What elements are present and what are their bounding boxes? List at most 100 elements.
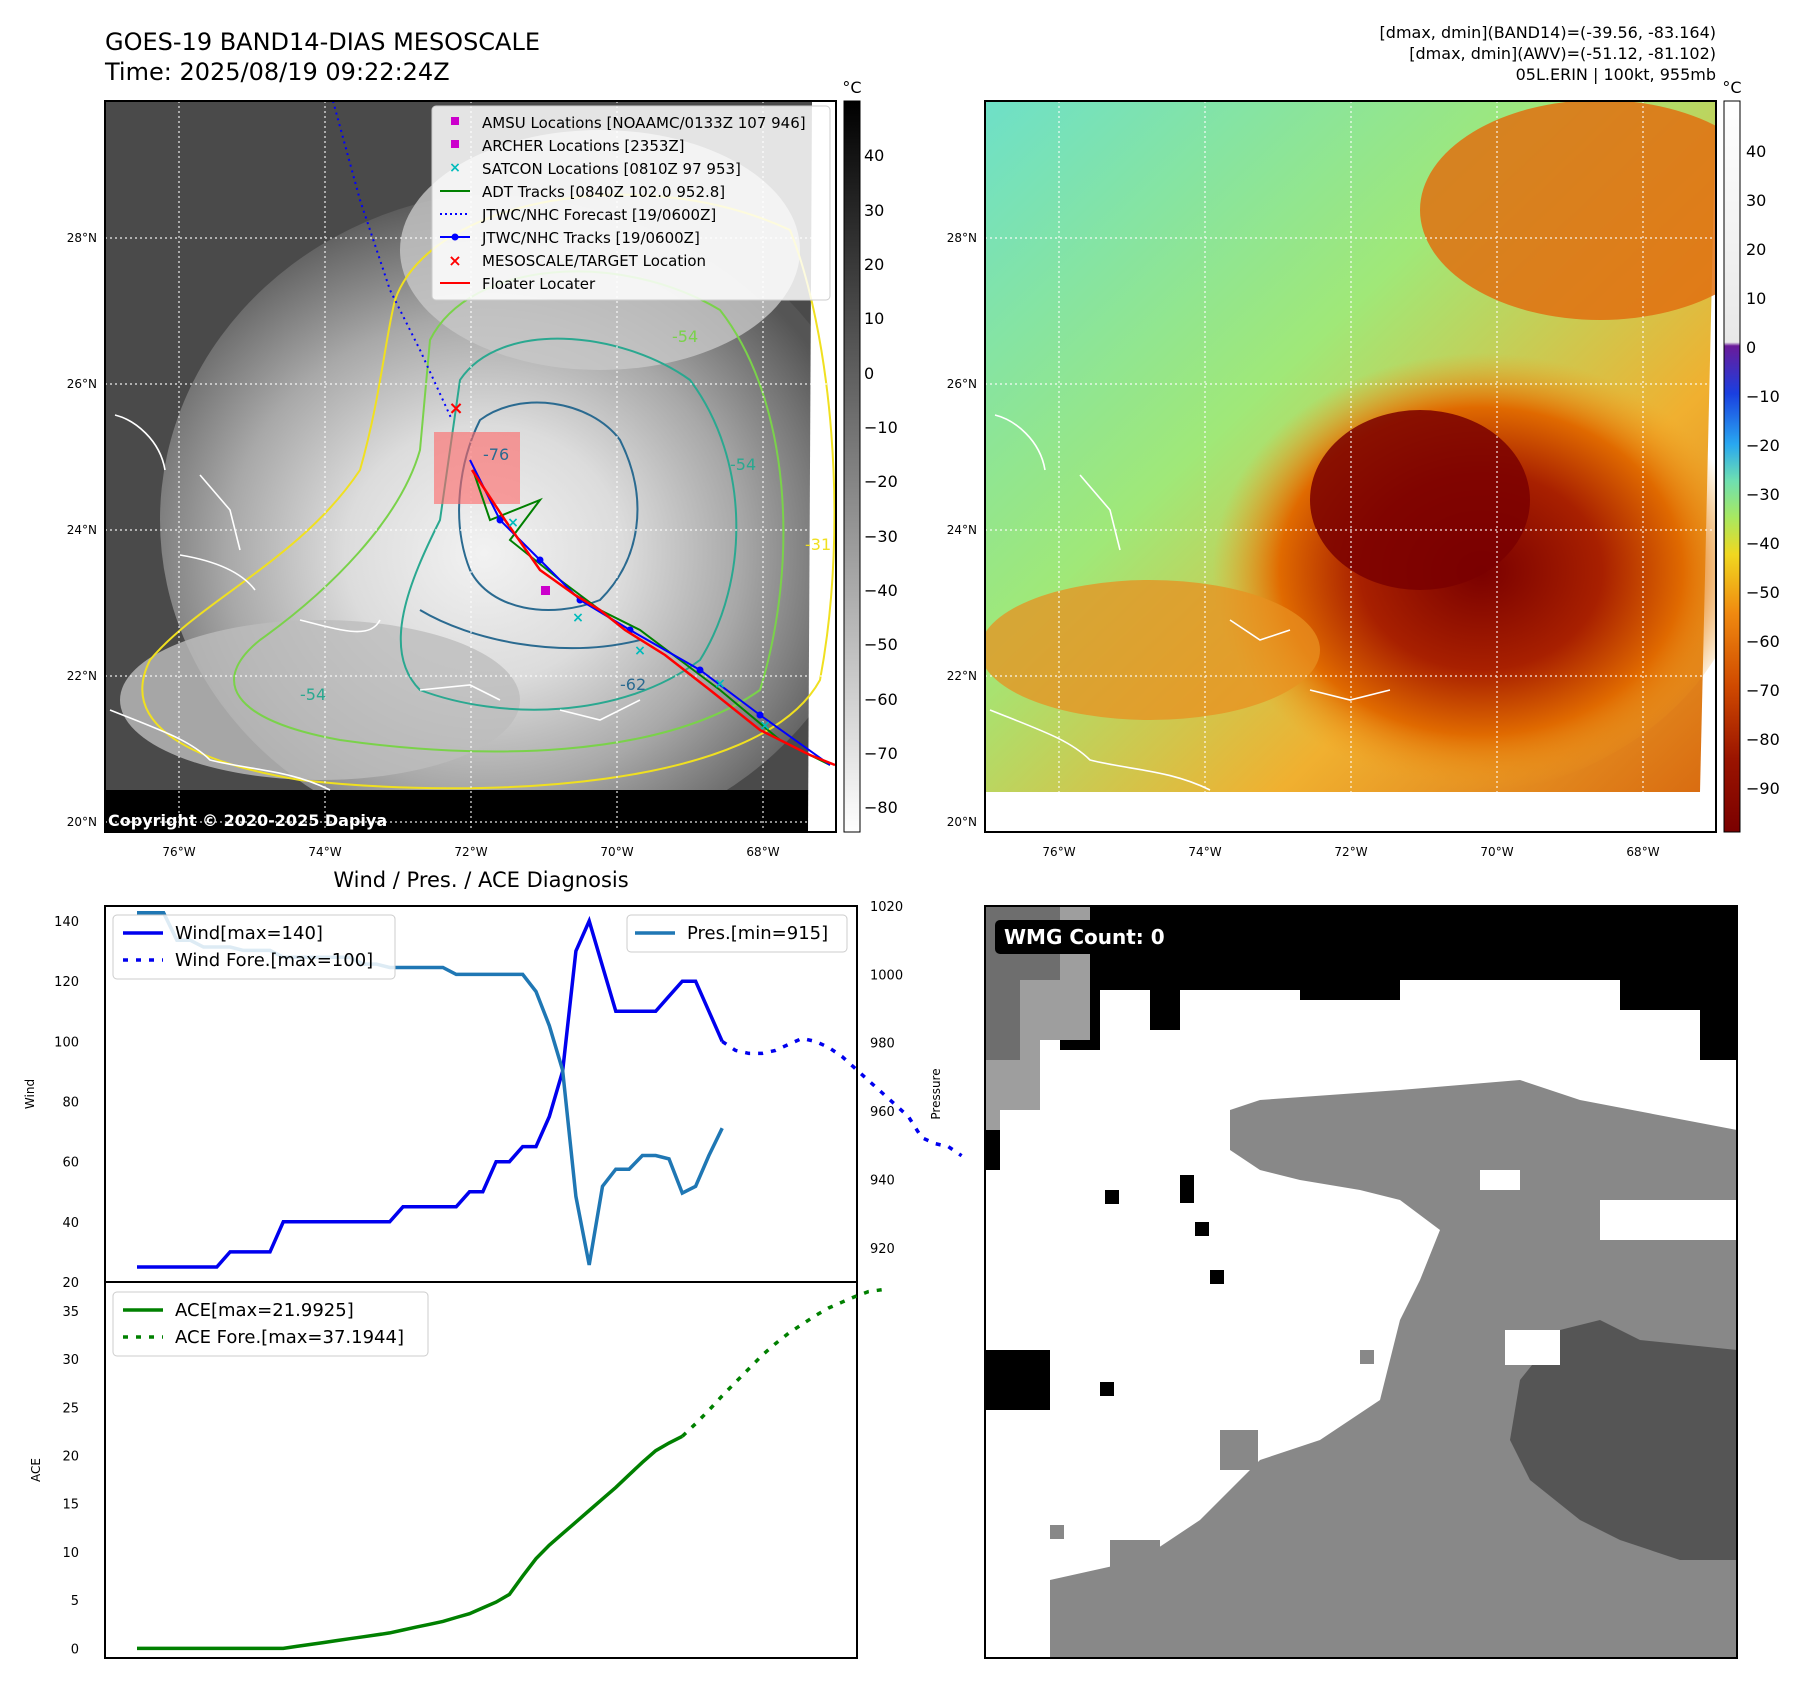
svg-text:22°N: 22°N <box>67 669 97 683</box>
wind-y-tick-6: 140 <box>54 915 79 930</box>
ace-y-tick-7: 35 <box>62 1305 79 1320</box>
svg-text:22°N: 22°N <box>947 669 977 683</box>
pressure-y-tick-4: 1000 <box>870 968 903 983</box>
wmg-count-label: WMG Count: 0 <box>1004 925 1165 949</box>
contour-labels: -76 -54 -54 -54 -31 -62 <box>300 327 831 704</box>
pressure-y-tick-1: 940 <box>870 1174 895 1189</box>
awv-lat-ticks: 28°N 26°N 24°N 22°N 20°N <box>947 231 977 829</box>
wind-pressure-chart: Wind / Pres. / ACE Diagnosis 20 40 60 80 100… <box>23 868 963 1291</box>
svg-text:×: × <box>714 676 726 692</box>
svg-text:−20: −20 <box>864 472 898 491</box>
svg-text:24°N: 24°N <box>947 523 977 537</box>
svg-text:68°W: 68°W <box>1626 845 1659 859</box>
ir-lon-ticks: 76°W 74°W 72°W 70°W 68°W <box>162 845 779 859</box>
ace-chart: 0 5 10 15 20 25 30 35 ACE ACE[max=21.9925] ACE … <box>29 1281 883 1659</box>
svg-text:−30: −30 <box>864 527 898 546</box>
ir-colorbar: °C 40 30 20 10 0 −10 −20 −30 −40 −50 −60… <box>842 78 898 833</box>
svg-text:−80: −80 <box>1746 730 1780 749</box>
svg-text:-31: -31 <box>805 535 831 554</box>
wind-y-ticks: 20 40 60 80 100 120 140 <box>54 915 79 1291</box>
legend-ace-forecast: ACE Fore.[max=37.1944] <box>175 1327 404 1348</box>
svg-text:24°N: 24°N <box>67 523 97 537</box>
ir-colorbar-unit: °C <box>842 78 861 97</box>
svg-text:74°W: 74°W <box>308 845 341 859</box>
svg-text:72°W: 72°W <box>454 845 487 859</box>
legend-marker-satcon: × <box>449 160 461 176</box>
svg-text:30: 30 <box>1746 191 1766 210</box>
svg-text:−80: −80 <box>864 798 898 817</box>
wind-y-tick-3: 80 <box>62 1096 79 1111</box>
legend-item-satcon: SATCON Locations [0810Z 97 953] <box>482 160 741 178</box>
floater-track <box>470 469 836 767</box>
awv-colorbar-unit: °C <box>1722 78 1741 97</box>
legend-item-adt: ADT Tracks [0840Z 102.0 952.8] <box>482 183 725 201</box>
svg-text:-54: -54 <box>300 685 326 704</box>
stats-line-2: [dmax, dmin](AWV)=(-51.12, -81.102) <box>1409 44 1716 63</box>
legend-marker-amsu <box>451 117 459 125</box>
pressure-y-tick-2: 960 <box>870 1105 895 1120</box>
target-marker: × <box>448 398 463 419</box>
legend-marker-archer <box>451 140 459 148</box>
svg-text:×: × <box>634 643 646 659</box>
svg-text:30: 30 <box>864 201 884 220</box>
svg-text:40: 40 <box>864 146 884 165</box>
svg-text:76°W: 76°W <box>162 845 195 859</box>
svg-text:-54: -54 <box>672 327 698 346</box>
svg-text:×: × <box>507 515 519 531</box>
svg-text:26°N: 26°N <box>67 377 97 391</box>
svg-text:70°W: 70°W <box>600 845 633 859</box>
svg-text:−50: −50 <box>1746 583 1780 602</box>
archer-marker <box>541 586 550 595</box>
svg-text:−40: −40 <box>1746 534 1780 553</box>
svg-text:40: 40 <box>1746 142 1766 161</box>
ir-colorbar-ticks: 40 30 20 10 0 −10 −20 −30 −40 −50 −60 −7… <box>864 146 898 817</box>
figure-title: GOES-19 BAND14-DIAS MESOSCALE <box>105 28 540 56</box>
svg-text:−30: −30 <box>1746 485 1780 504</box>
pressure-y-ticks: 920 940 960 980 1000 1020 <box>870 900 903 1257</box>
awv-lon-ticks: 76°W 74°W 72°W 70°W 68°W <box>1042 845 1659 859</box>
legend-marker-target: × <box>448 251 461 270</box>
legend-item-jtwc: JTWC/NHC Tracks [19/0600Z] <box>481 229 700 247</box>
svg-text:26°N: 26°N <box>947 377 977 391</box>
ace-y-tick-1: 5 <box>71 1594 79 1609</box>
svg-text:0: 0 <box>864 364 874 383</box>
svg-text:−60: −60 <box>864 690 898 709</box>
svg-text:−60: −60 <box>1746 632 1780 651</box>
wind-y-tick-1: 40 <box>62 1216 79 1231</box>
svg-text:-76: -76 <box>483 445 509 464</box>
legend-pressure: Pres.[min=915] <box>687 923 828 944</box>
figure-time: Time: 2025/08/19 09:22:24Z <box>104 58 450 86</box>
ace-y-tick-3: 15 <box>62 1498 79 1513</box>
wmg-panel: WMG Count: 0 <box>984 905 1738 1659</box>
wind-y-tick-2: 60 <box>62 1156 79 1171</box>
ace-legend: ACE[max=21.9925] ACE Fore.[max=37.1944] <box>112 1291 429 1357</box>
wmg-count-badge <box>995 920 1163 954</box>
svg-text:20: 20 <box>864 255 884 274</box>
legend-ace: ACE[max=21.9925] <box>175 1300 354 1321</box>
svg-text:−70: −70 <box>864 744 898 763</box>
pressure-y-tick-5: 1020 <box>870 900 903 915</box>
wind-series-line <box>137 915 724 1269</box>
awv-colorbar: °C 40 30 20 10 0 −10 −20 −30 −40 −50 −60… <box>1722 78 1780 833</box>
ir-lat-ticks: 28°N 26°N 24°N 22°N 20°N <box>67 231 97 829</box>
awv-map-panel: 28°N 26°N 24°N 22°N 20°N 76°W 74°W 72°W … <box>947 100 1717 859</box>
legend-item-target: MESOSCALE/TARGET Location <box>482 252 706 270</box>
map-legend: AMSU Locations [NOAAMC/0133Z 107 946] AR… <box>431 105 831 301</box>
stats-line-3: 05L.ERIN | 100kt, 955mb <box>1516 65 1716 84</box>
wind-legend: Wind[max=140] Wind Fore.[max=100] <box>112 914 396 980</box>
svg-text:74°W: 74°W <box>1188 845 1221 859</box>
ace-y-tick-2: 10 <box>62 1546 79 1561</box>
legend-wind: Wind[max=140] <box>175 923 323 944</box>
svg-text:72°W: 72°W <box>1334 845 1367 859</box>
svg-text:68°W: 68°W <box>746 845 779 859</box>
wind-y-tick-0: 20 <box>62 1276 79 1291</box>
diagnosis-title: Wind / Pres. / ACE Diagnosis <box>333 868 628 892</box>
wind-axis-label: Wind <box>23 1079 37 1109</box>
wind-y-tick-5: 120 <box>54 975 79 990</box>
svg-text:×: × <box>759 718 771 734</box>
svg-text:76°W: 76°W <box>1042 845 1075 859</box>
ace-y-tick-6: 30 <box>62 1353 79 1368</box>
pressure-legend: Pres.[min=915] <box>626 914 848 953</box>
svg-text:28°N: 28°N <box>947 231 977 245</box>
legend-item-forecast: JTWC/NHC Forecast [19/0600Z] <box>481 206 716 224</box>
